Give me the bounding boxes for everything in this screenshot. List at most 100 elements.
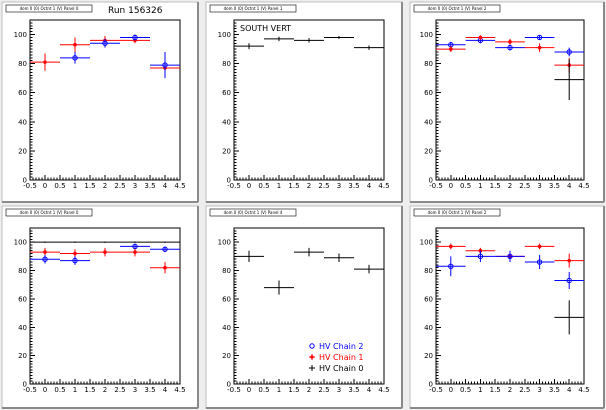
plot-annotation: SOUTH VERT: [240, 24, 291, 33]
circle-marker: [536, 259, 543, 265]
series-chain1: [30, 247, 180, 274]
pad-title-box: [413, 4, 501, 13]
x-tick-label: 1.5: [84, 386, 95, 394]
data-point: [554, 59, 584, 100]
data-point: [436, 46, 466, 52]
series-chain2: [60, 34, 180, 79]
data-point: [465, 250, 496, 263]
circle-marker: [162, 62, 168, 68]
data-point: [60, 256, 90, 265]
x-tick-label: 4: [367, 182, 372, 190]
pad-4: dom 0 (0) Octnt 1 (V) Panel 0-0.5 0 0.5 1 1.…: [1, 205, 199, 409]
x-tick-label: -0.5: [23, 182, 37, 190]
data-point: [436, 256, 466, 277]
x-tick-label: 1.5: [84, 182, 95, 190]
legend-entry: HV Chain 1: [309, 353, 364, 362]
data-point: [150, 52, 180, 79]
x-tick-label: 2: [508, 386, 512, 394]
y-tick-label: 20: [222, 147, 231, 155]
data-point: [30, 53, 60, 71]
pad-6: dom 0 (0) Octnt 1 (V) Panel 2-0.5 0 0.5 1 1.…: [409, 205, 605, 409]
x-tick-label: 4.5: [578, 182, 589, 190]
run-label: Run 156326: [108, 6, 163, 16]
y-tick-label: 0: [23, 381, 27, 389]
pad-title-box: [413, 208, 501, 217]
pad-3: dom 0 (0) Octnt 1 (V) Panel 2-0.5 0 0.5 1 1.…: [409, 1, 605, 203]
star-marker: [478, 35, 483, 40]
pad-title: dom 0 (0) Octnt 1 (V) Panel 0: [20, 6, 79, 11]
data-point: [324, 253, 354, 263]
x-tick-label: 0: [43, 386, 47, 394]
x-tick-label: 1: [277, 386, 281, 394]
x-tick-label: 1: [73, 386, 77, 394]
y-tick-label: 20: [18, 352, 27, 360]
series-chain0: [554, 59, 584, 100]
data-point: [495, 38, 525, 45]
x-tick-label: 0: [247, 386, 251, 394]
data-point: [524, 243, 555, 250]
x-tick-label: 3.5: [549, 386, 560, 394]
x-tick-label: 3: [133, 386, 137, 394]
y-tick-label: 100: [218, 239, 231, 247]
data-point: [294, 247, 324, 257]
star-marker: [133, 250, 137, 254]
x-tick-label: 1: [277, 182, 281, 190]
data-point: [30, 241, 60, 243]
x-tick-label: -0.5: [23, 386, 37, 394]
x-tick-label: 3.5: [144, 386, 155, 394]
star-marker: [537, 244, 542, 249]
legend-label: HV Chain 0: [319, 364, 364, 373]
pad-1: dom 0 (0) Octnt 1 (V) Panel 0-0.5 0 0.5 1 1.…: [1, 1, 199, 203]
circle-marker: [72, 55, 78, 61]
y-tick-label: 0: [23, 177, 27, 185]
y-tick-label: 0: [429, 381, 433, 389]
y-tick-label: 80: [222, 267, 231, 275]
series-chain2: [436, 250, 584, 289]
y-tick-label: 40: [222, 118, 231, 126]
x-tick-label: 3: [537, 182, 541, 190]
pad-2: dom 0 (0) Octnt 1 (V) Panel 1-0.5 0 0.5 1 1.…: [205, 1, 403, 203]
legend-circle-marker: [309, 343, 315, 349]
x-tick-label: 3: [337, 182, 341, 190]
data-point: [524, 43, 555, 52]
pad-title: dom 0 (0) Octnt 1 (V) Panel 4: [224, 210, 283, 215]
pad-frame: [1, 1, 199, 203]
circle-marker: [448, 263, 454, 269]
data-point: [150, 241, 180, 243]
star-marker: [537, 45, 542, 50]
y-tick-label: 80: [222, 60, 231, 68]
series-chain2: [436, 34, 584, 57]
x-tick-label: 4.5: [174, 386, 185, 394]
pad-frame: [205, 1, 403, 203]
y-tick-label: 40: [18, 324, 27, 332]
y-tick-label: 100: [420, 31, 433, 39]
data-point: [90, 38, 120, 48]
pad-frame: [1, 205, 199, 409]
x-tick-label: 0.5: [460, 182, 471, 190]
pad-frame: [205, 205, 403, 409]
y-tick-label: 40: [222, 324, 231, 332]
y-tick-label: 100: [14, 31, 27, 39]
x-tick-label: 4.5: [378, 182, 389, 190]
pad-title-box: [5, 208, 93, 217]
y-tick-label: 100: [14, 239, 27, 247]
data-point: [495, 250, 525, 263]
x-tick-label: 4: [567, 182, 572, 190]
data-point: [354, 264, 384, 274]
data-point: [264, 280, 294, 295]
x-tick-label: 1.5: [288, 182, 299, 190]
circle-marker: [72, 257, 78, 264]
x-tick-label: 1.5: [288, 386, 299, 394]
x-tick-label: 2.5: [114, 386, 125, 394]
x-tick-label: 3: [337, 386, 341, 394]
series-chain0: [234, 247, 384, 295]
data-point: [554, 271, 584, 289]
y-tick-label: 60: [18, 89, 27, 97]
x-tick-label: -0.5: [227, 182, 241, 190]
data-point: [120, 243, 150, 250]
x-tick-label: 2.5: [318, 182, 329, 190]
data-point: [120, 241, 150, 243]
data-point: [90, 247, 120, 257]
data-point: [234, 250, 264, 263]
x-tick-label: 0.5: [54, 386, 65, 394]
